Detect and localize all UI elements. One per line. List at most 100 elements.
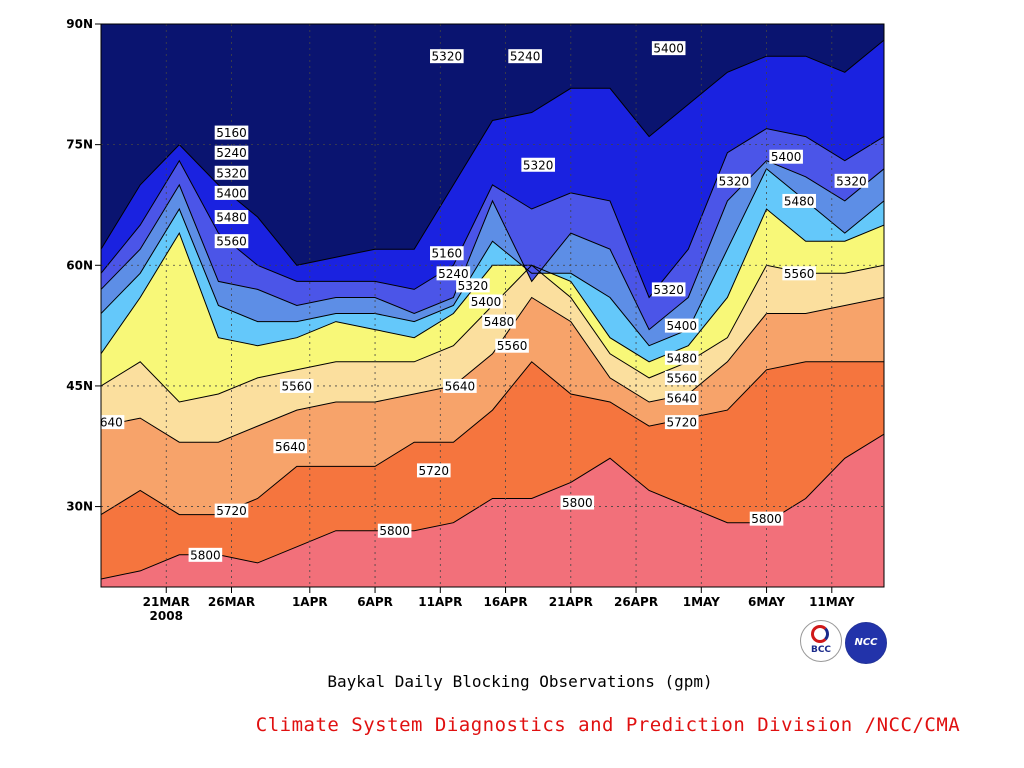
contour-label-21: 5400 <box>666 319 697 333</box>
contour-label-19: 5560 <box>497 339 528 353</box>
x-tick-label-2: 1APR <box>292 595 328 609</box>
x-year-label: 2008 <box>150 609 183 623</box>
contour-label-box-2 <box>214 165 249 180</box>
chart-title: Baykal Daily Blocking Observations (gpm) <box>327 672 713 691</box>
contour-label-10: 5400 <box>771 150 802 164</box>
contour-label-box-25 <box>664 415 699 430</box>
contour-label-32: 5720 <box>216 504 247 518</box>
contour-label-box-13 <box>782 193 816 208</box>
y-tick-label-0: 30N <box>66 500 93 514</box>
contour-label-25: 5720 <box>666 416 697 430</box>
contour-label-box-34 <box>377 523 412 538</box>
contour-label-box-33 <box>188 547 223 562</box>
contour-label-box-26 <box>782 266 816 281</box>
contour-label-box-12 <box>834 173 869 188</box>
contour-label-box-16 <box>456 278 490 293</box>
contour-label-box-32 <box>214 503 249 518</box>
contour-label-9: 5320 <box>523 158 554 172</box>
x-tick-label-1: 26MAR <box>208 595 255 609</box>
contour-label-6: 5320 <box>432 50 463 64</box>
contour-label-30: 5640 <box>445 379 476 393</box>
contour-label-box-21 <box>664 318 699 333</box>
contour-label-box-9 <box>521 157 555 172</box>
contour-label-2: 5320 <box>216 166 247 180</box>
contour-label-24: 5640 <box>666 391 697 405</box>
x-tick-label-7: 26APR <box>614 595 658 609</box>
contour-label-box-6 <box>430 49 464 64</box>
x-tick-label-0: 21MAR <box>143 595 190 609</box>
contour-label-box-23 <box>664 370 699 385</box>
contour-label-27: 5560 <box>281 379 312 393</box>
x-axis: 21MAR 26MAR 1APR 6APR 11APR 16APR 21APR 26APR 1M… <box>143 587 855 623</box>
bcc-swirl-icon <box>811 625 829 643</box>
contour-label-0: 5160 <box>216 126 247 140</box>
contour-label-12: 5320 <box>836 174 867 188</box>
x-tick-label-6: 21APR <box>549 595 593 609</box>
credit-line: Climate System Diagnostics and Predictio… <box>255 714 961 736</box>
contour-label-box-7 <box>508 49 542 64</box>
contour-label-box-15 <box>436 266 471 281</box>
contour-label-box-24 <box>664 390 699 405</box>
contour-label-box-5 <box>214 234 249 249</box>
y-tick-label-4: 90N <box>66 17 93 31</box>
grid-lines <box>101 24 884 587</box>
contour-label-4: 5480 <box>216 211 247 225</box>
contour-label-29: 5640 <box>275 440 306 454</box>
contour-label-5: 5560 <box>216 235 247 249</box>
contour-label-box-19 <box>495 338 529 353</box>
y-tick-label-2: 60N <box>66 258 93 272</box>
y-tick-label-3: 75N <box>66 138 93 152</box>
contour-label-35: 5800 <box>562 496 593 510</box>
plot-frame <box>100 23 885 588</box>
bcc-logo-text: BCC <box>810 645 832 655</box>
contour-label-16: 5320 <box>458 279 489 293</box>
x-tick-label-10: 11MAY <box>809 595 855 609</box>
contour-line-5640 <box>101 296 884 443</box>
contour-label-box-22 <box>664 350 699 365</box>
contour-label-22: 5480 <box>666 351 697 365</box>
y-tick-label-1: 45N <box>66 379 93 393</box>
contour-label-33: 5800 <box>190 548 221 562</box>
contour-label-box-30 <box>443 378 477 393</box>
contour-label-box-1 <box>214 145 249 160</box>
contour-label-box-28 <box>101 415 125 430</box>
contour-label-20: 5320 <box>653 283 684 297</box>
contour-label-3: 5400 <box>216 186 247 200</box>
contour-label-18: 5480 <box>484 315 515 329</box>
bcc-logo: BCC <box>800 620 842 662</box>
x-tick-label-3: 6APR <box>357 595 393 609</box>
y-axis: 30N 45N 60N 75N 90N <box>66 17 101 514</box>
contour-label-box-3 <box>214 185 249 200</box>
contour-label-box-11 <box>717 173 751 188</box>
ncc-logo: NCC <box>845 622 887 664</box>
contour-label-31: 5720 <box>419 464 450 478</box>
contour-label-box-14 <box>430 246 464 261</box>
ncc-logo-text: NCC <box>854 637 878 648</box>
contour-label-17: 5400 <box>471 295 502 309</box>
contour-label-36: 5800 <box>751 512 782 526</box>
contour-label-8: 5400 <box>653 42 684 56</box>
contour-label-box-0 <box>214 125 249 140</box>
contour-label-box-10 <box>769 149 803 164</box>
x-tick-label-5: 16APR <box>484 595 528 609</box>
contour-label-box-36 <box>749 511 784 526</box>
contour-label-7: 5240 <box>510 50 541 64</box>
contour-label-26: 5560 <box>784 267 815 281</box>
contour-label-box-29 <box>273 439 308 454</box>
contour-label-box-20 <box>651 282 686 297</box>
contour-band-5160 <box>101 24 884 266</box>
contour-label-box-8 <box>651 41 686 56</box>
contour-line-5320 <box>101 160 884 331</box>
contour-label-11: 5320 <box>719 174 750 188</box>
contour-label-1: 5240 <box>216 146 247 160</box>
x-tick-label-8: 1MAY <box>683 595 720 609</box>
contour-label-box-18 <box>482 314 516 329</box>
contour-label-28: 5640 <box>92 416 123 430</box>
contour-label-box-35 <box>560 495 595 510</box>
contour-label-23: 5560 <box>666 371 697 385</box>
contour-label-15: 5240 <box>438 267 469 281</box>
x-tick-label-9: 6MAY <box>748 595 785 609</box>
contour-label-34: 5800 <box>379 524 410 538</box>
